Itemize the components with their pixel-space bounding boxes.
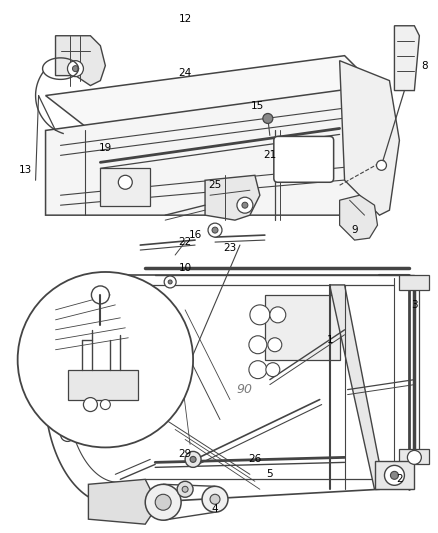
Text: 15: 15	[251, 101, 265, 110]
Text: 23: 23	[223, 243, 237, 253]
Circle shape	[106, 376, 130, 400]
Polygon shape	[88, 479, 155, 524]
Text: 6: 6	[92, 365, 99, 375]
Circle shape	[263, 114, 273, 124]
Text: 26: 26	[248, 455, 261, 464]
Circle shape	[237, 197, 253, 213]
Circle shape	[117, 358, 124, 366]
Circle shape	[377, 160, 386, 171]
Text: 13: 13	[19, 165, 32, 175]
Polygon shape	[399, 275, 429, 290]
Circle shape	[242, 202, 248, 208]
Circle shape	[60, 427, 74, 441]
Circle shape	[83, 353, 153, 423]
Circle shape	[71, 340, 166, 435]
Circle shape	[202, 486, 228, 512]
Polygon shape	[56, 36, 106, 86]
Text: 11: 11	[62, 424, 75, 434]
Circle shape	[185, 451, 201, 467]
Text: 29: 29	[178, 449, 192, 459]
Circle shape	[83, 398, 97, 411]
Circle shape	[72, 66, 78, 71]
Circle shape	[270, 307, 286, 323]
Circle shape	[164, 276, 176, 288]
Polygon shape	[339, 61, 399, 215]
Circle shape	[268, 338, 282, 352]
Text: 10: 10	[179, 263, 192, 273]
Polygon shape	[46, 55, 374, 131]
Text: 4: 4	[212, 504, 218, 514]
Circle shape	[151, 358, 159, 366]
Text: 8: 8	[421, 61, 427, 71]
Circle shape	[182, 486, 188, 492]
Text: 5: 5	[267, 470, 273, 479]
Circle shape	[155, 494, 171, 510]
Circle shape	[190, 456, 196, 462]
Text: 16: 16	[188, 230, 202, 240]
Text: 19: 19	[99, 143, 112, 154]
Text: 90: 90	[237, 383, 253, 396]
Polygon shape	[374, 462, 414, 489]
Polygon shape	[265, 295, 339, 360]
FancyBboxPatch shape	[274, 136, 334, 182]
Polygon shape	[205, 175, 260, 220]
Polygon shape	[395, 26, 419, 91]
Circle shape	[67, 61, 83, 77]
Circle shape	[250, 305, 270, 325]
Text: 2: 2	[396, 474, 403, 484]
Text: 1: 1	[326, 335, 333, 345]
Bar	[100, 168, 150, 206]
Text: 3: 3	[411, 300, 418, 310]
Circle shape	[177, 481, 193, 497]
Circle shape	[18, 272, 193, 447]
Circle shape	[212, 227, 218, 233]
Text: 25: 25	[208, 180, 222, 190]
Circle shape	[390, 471, 399, 479]
Circle shape	[145, 484, 181, 520]
Circle shape	[249, 361, 267, 378]
Circle shape	[249, 336, 267, 354]
Polygon shape	[339, 195, 378, 240]
Polygon shape	[68, 370, 138, 400]
Text: 24: 24	[178, 68, 192, 78]
Circle shape	[118, 175, 132, 189]
Circle shape	[385, 465, 404, 486]
Circle shape	[100, 400, 110, 409]
Circle shape	[208, 223, 222, 237]
Text: 22: 22	[178, 237, 192, 247]
Polygon shape	[399, 449, 429, 464]
Text: 12: 12	[178, 14, 192, 24]
Text: 9: 9	[351, 225, 358, 235]
Circle shape	[266, 362, 280, 377]
Circle shape	[407, 450, 421, 464]
Polygon shape	[46, 86, 374, 215]
Text: 7: 7	[57, 310, 64, 320]
Circle shape	[168, 280, 172, 284]
Polygon shape	[115, 355, 165, 370]
Circle shape	[92, 286, 110, 304]
Circle shape	[64, 432, 71, 438]
Polygon shape	[330, 285, 385, 489]
Circle shape	[210, 494, 220, 504]
Text: 21: 21	[263, 150, 276, 160]
